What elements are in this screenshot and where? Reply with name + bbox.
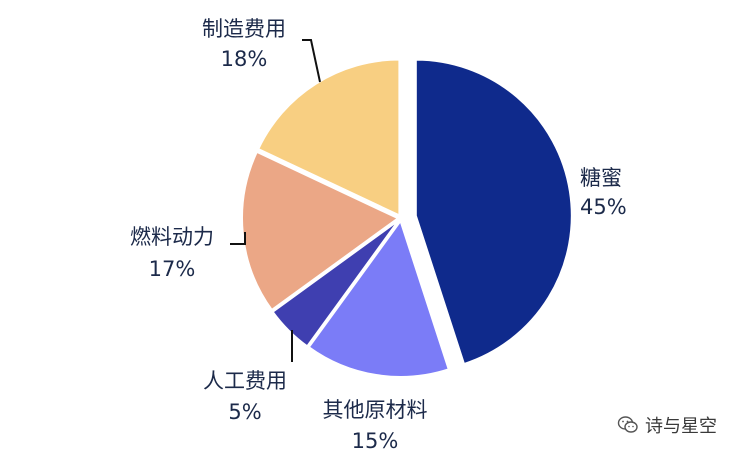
pie-slice-燃料动力 [241,150,400,312]
leader-lines [230,39,321,362]
wechat-icon [617,415,639,435]
watermark: 诗与星空 [617,412,717,438]
slice-percent-其他原材料: 15% [352,429,399,453]
leader-line-燃料动力 [230,232,246,245]
slice-labels: 糖蜜 45% 其他原材料 15% 人工费用 5% 燃料动力 17% 制造费用 18% [130,17,627,453]
slice-percent-燃料动力: 17% [149,257,196,281]
pie-slice-制造费用 [256,58,401,218]
pie-slice-人工费用 [271,219,400,348]
pie-slice-其他原材料 [307,218,450,378]
slice-label-制造费用: 制造费用 [202,17,286,41]
slice-percent-糖蜜: 45% [580,195,627,219]
pie-slices [241,58,573,378]
slice-percent-制造费用: 18% [221,47,268,71]
watermark-text: 诗与星空 [645,416,717,437]
slice-label-人工费用: 人工费用 [203,369,287,393]
slice-label-燃料动力: 燃料动力 [130,225,214,249]
leader-line-制造费用 [302,39,321,83]
slice-label-糖蜜: 糖蜜 [580,166,622,190]
slice-percent-人工费用: 5% [228,400,261,424]
slice-label-其他原材料: 其他原材料 [323,398,428,422]
pie-slice-糖蜜 [414,58,573,366]
